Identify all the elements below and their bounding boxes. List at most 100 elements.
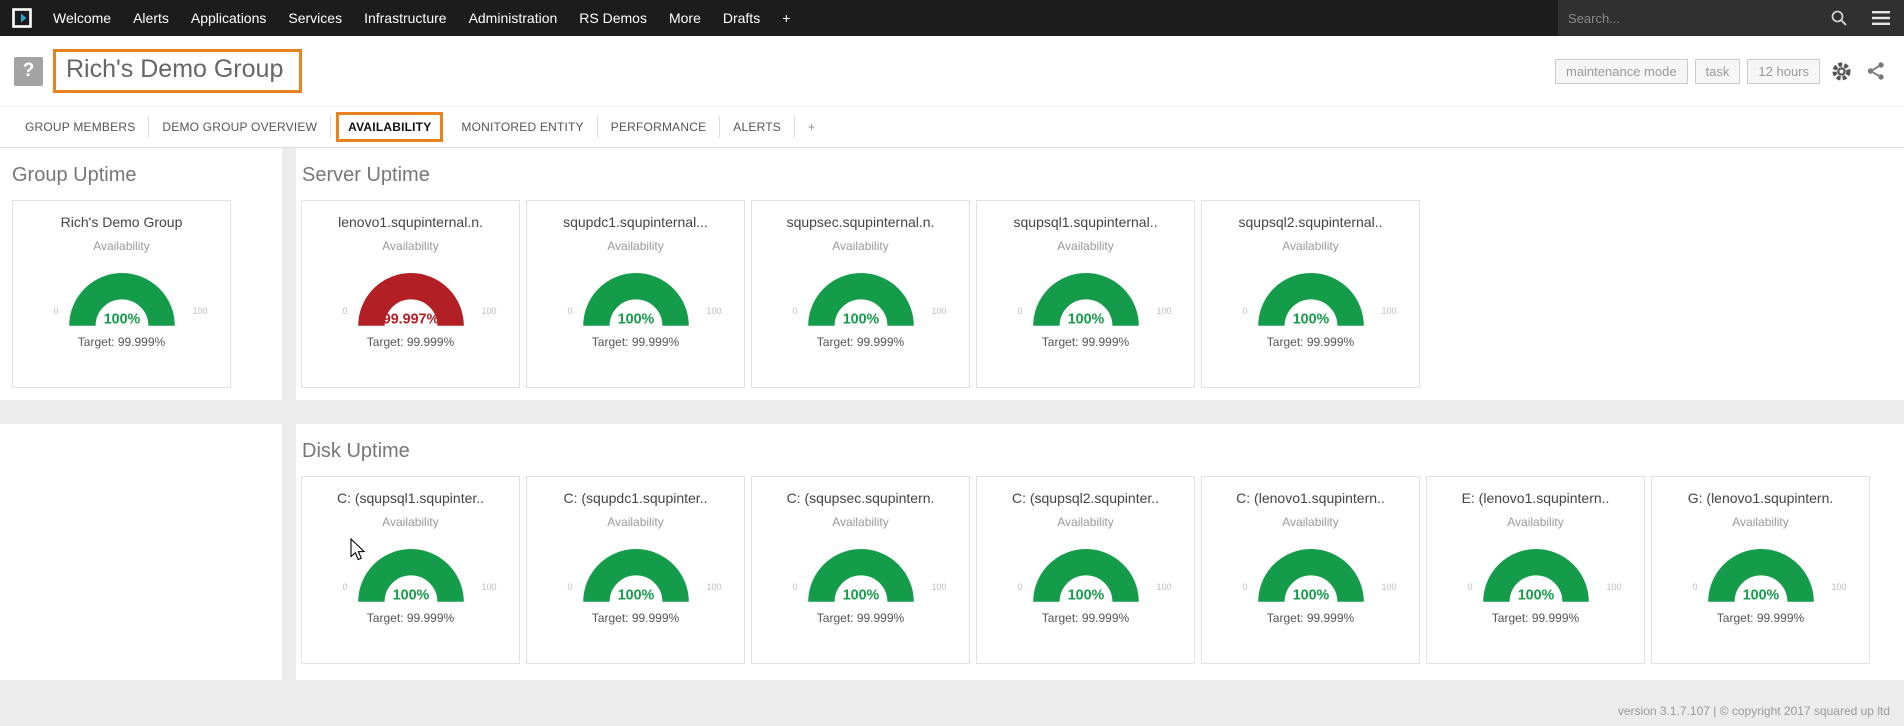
availability-gauge: 0 100% 100 [548,538,724,604]
nav-item-services[interactable]: Services [277,0,353,36]
gauge-value: 100% [1292,312,1329,328]
card-title: lenovo1.squpinternal.n. [302,214,519,230]
gauge-arc-svg: 100% [570,538,702,604]
uptime-card[interactable]: squpdc1.squpinternal... Availability 0 1… [526,200,745,388]
card-subtitle: Availability [752,239,969,253]
availability-gauge: 0 100% 100 [323,538,499,604]
gauge-value: 100% [1742,588,1779,604]
nav-item-rs-demos[interactable]: RS Demos [568,0,658,36]
gauge-min-label: 0 [568,306,573,316]
maintenance-mode-button[interactable]: maintenance mode [1555,59,1688,84]
gauge-min-label: 0 [54,306,59,316]
card-title: squpdc1.squpinternal... [527,214,744,230]
help-icon[interactable]: ? [14,57,43,86]
gauge-arc-svg: 100% [1470,538,1602,604]
tab-alerts[interactable]: ALERTS [720,116,795,138]
settings-gear-icon[interactable] [1827,57,1855,85]
card-target: Target: 99.999% [302,335,519,349]
gauge-arc-svg: 100% [345,538,477,604]
uptime-card[interactable]: squpsql1.squpinternal.. Availability 0 1… [976,200,1195,388]
card-target: Target: 99.999% [302,611,519,625]
gauge-max-label: 100 [931,306,946,316]
card-target: Target: 99.999% [13,335,230,349]
squaredup-logo-icon[interactable] [12,8,32,28]
uptime-card[interactable]: E: (lenovo1.squpintern.. Availability 0 … [1426,476,1645,664]
tab-monitored-entity[interactable]: MONITORED ENTITY [448,116,597,138]
share-icon[interactable] [1862,57,1890,85]
gauge-value: 100% [617,312,654,328]
uptime-card[interactable]: Rich's Demo Group Availability 0 100% 10… [12,200,231,388]
card-target: Target: 99.999% [1202,611,1419,625]
card-subtitle: Availability [302,515,519,529]
tab-availability[interactable]: AVAILABILITY [336,112,443,142]
availability-gauge: 0 100% 100 [1223,262,1399,328]
gauge-arc-svg: 100% [1695,538,1827,604]
nav-item-infrastructure[interactable]: Infrastructure [353,0,457,36]
nav-item-more[interactable]: More [658,0,712,36]
uptime-card[interactable]: C: (squpdc1.squpinter.. Availability 0 1… [526,476,745,664]
gauge-max-label: 100 [1381,582,1396,592]
section-title-disk-uptime: Disk Uptime [296,424,1904,476]
card-subtitle: Availability [1427,515,1644,529]
task-button[interactable]: task [1695,59,1741,84]
nav-item-applications[interactable]: Applications [180,0,278,36]
uptime-card[interactable]: C: (squpsql1.squpinter.. Availability 0 … [301,476,520,664]
availability-gauge: 0 100% 100 [998,538,1174,604]
gauge-max-label: 100 [481,306,496,316]
gauge-arc-svg: 100% [570,262,702,328]
nav-item-add[interactable]: + [771,0,801,36]
uptime-card[interactable]: C: (squpsql2.squpinter.. Availability 0 … [976,476,1195,664]
tab-add[interactable]: + [795,116,828,138]
gauge-max-label: 100 [192,306,207,316]
uptime-card[interactable]: G: (lenovo1.squpintern. Availability 0 1… [1651,476,1870,664]
uptime-card[interactable]: C: (squpsec.squpintern. Availability 0 1… [751,476,970,664]
uptime-card[interactable]: C: (lenovo1.squpintern.. Availability 0 … [1201,476,1420,664]
card-subtitle: Availability [13,239,230,253]
gauge-value: 100% [392,588,429,604]
card-title: C: (squpsql2.squpinter.. [977,490,1194,506]
search-input[interactable] [1568,11,1824,26]
group-uptime-cards: Rich's Demo Group Availability 0 100% 10… [0,200,282,388]
dashboard-content: Group Uptime Rich's Demo Group Availabil… [0,148,1904,726]
card-title: C: (squpsec.squpintern. [752,490,969,506]
tab-performance[interactable]: PERFORMANCE [598,116,721,138]
gauge-value: 100% [842,588,879,604]
card-title: C: (lenovo1.squpintern.. [1202,490,1419,506]
card-subtitle: Availability [752,515,969,529]
section-title-server-uptime: Server Uptime [296,148,1904,200]
hamburger-menu-icon[interactable] [1858,0,1904,36]
card-subtitle: Availability [977,239,1194,253]
disk-uptime-section: Disk Uptime C: (squpsql1.squpinter.. Ava… [296,424,1904,680]
nav-item-administration[interactable]: Administration [458,0,569,36]
card-subtitle: Availability [1652,515,1869,529]
card-target: Target: 99.999% [527,611,744,625]
search-icon[interactable] [1830,9,1848,27]
gauge-value: 100% [1292,588,1329,604]
nav-item-drafts[interactable]: Drafts [712,0,771,36]
card-title: squpsql1.squpinternal.. [977,214,1194,230]
gauge-arc-svg: 100% [795,538,927,604]
card-target: Target: 99.999% [752,335,969,349]
availability-gauge: 0 100% 100 [773,262,949,328]
uptime-card[interactable]: squpsql2.squpinternal.. Availability 0 1… [1201,200,1420,388]
uptime-card[interactable]: lenovo1.squpinternal.n. Availability 0 9… [301,200,520,388]
tab-group-members[interactable]: GROUP MEMBERS [12,116,149,138]
page-title: Rich's Demo Group [66,55,283,83]
availability-gauge: 0 99.997% 100 [323,262,499,328]
timeframe-button[interactable]: 12 hours [1747,59,1820,84]
tab-demo-group-overview[interactable]: DEMO GROUP OVERVIEW [149,116,331,138]
card-subtitle: Availability [977,515,1194,529]
gauge-max-label: 100 [706,306,721,316]
empty-tile [0,424,282,680]
card-subtitle: Availability [302,239,519,253]
nav-item-welcome[interactable]: Welcome [42,0,122,36]
gauge-arc-svg: 100% [1020,538,1152,604]
uptime-card[interactable]: squpsec.squpinternal.n. Availability 0 1… [751,200,970,388]
gauge-arc-svg: 99.997% [345,262,477,328]
gauge-value: 100% [1067,312,1104,328]
gauge-max-label: 100 [931,582,946,592]
nav-item-alerts[interactable]: Alerts [122,0,180,36]
card-title: C: (squpsql1.squpinter.. [302,490,519,506]
dashboard-tabbar: GROUP MEMBERS DEMO GROUP OVERVIEW AVAILA… [0,107,1904,148]
card-target: Target: 99.999% [1652,611,1869,625]
